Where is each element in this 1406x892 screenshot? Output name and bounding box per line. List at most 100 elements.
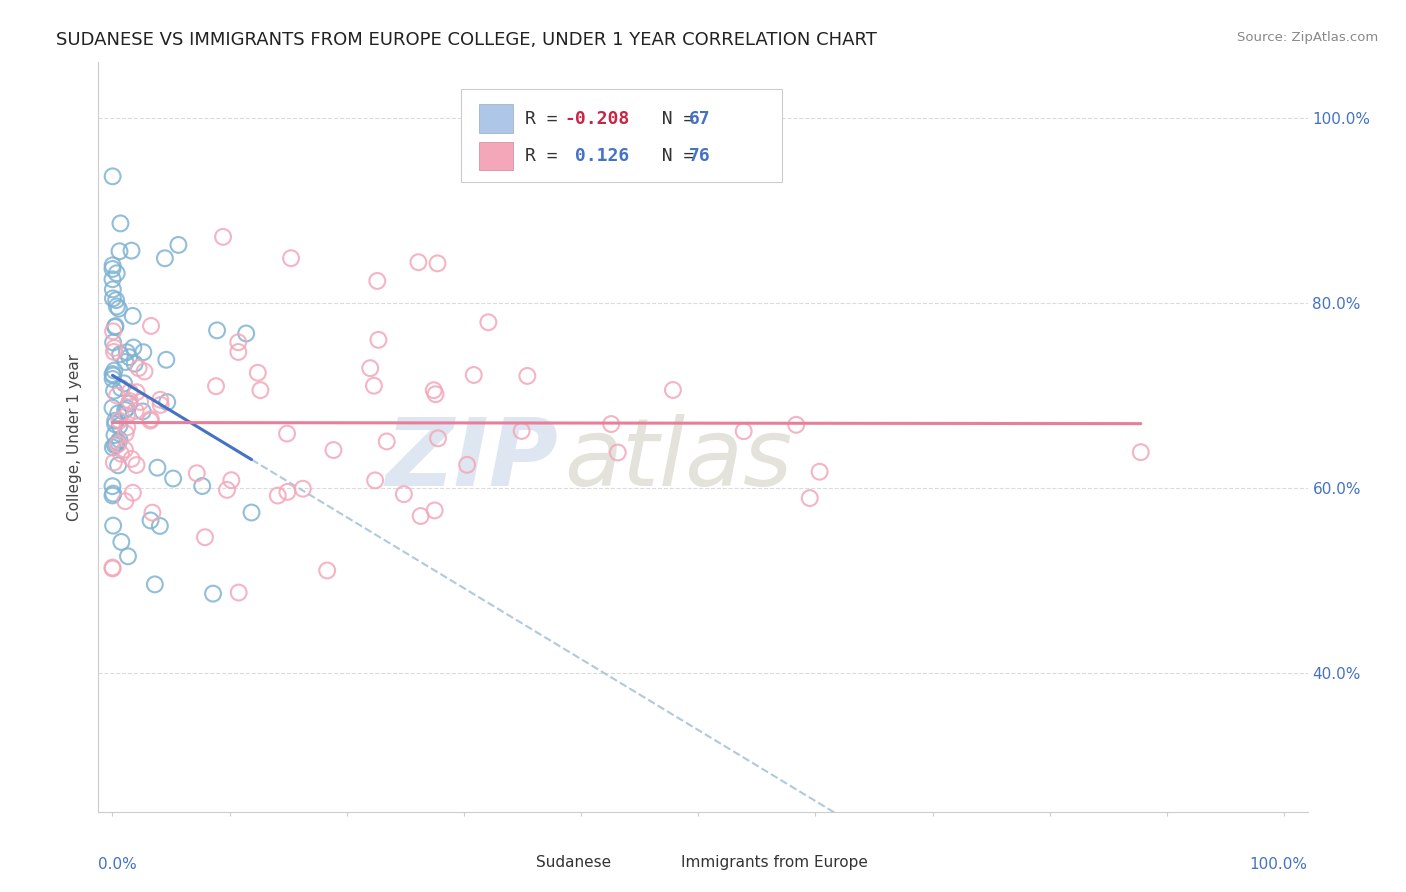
FancyBboxPatch shape xyxy=(461,88,782,182)
Point xyxy=(600,417,623,431)
Point xyxy=(110,381,132,395)
Point xyxy=(228,585,250,599)
Point xyxy=(141,506,163,520)
Point xyxy=(276,426,298,441)
Point xyxy=(121,244,143,258)
Point xyxy=(215,483,238,497)
Point xyxy=(108,244,131,259)
Point xyxy=(121,451,143,466)
Point xyxy=(110,216,132,230)
Point xyxy=(606,445,628,459)
Point xyxy=(267,489,290,503)
Point xyxy=(186,467,208,481)
Point xyxy=(153,252,176,266)
Point xyxy=(799,491,821,505)
Point xyxy=(226,335,249,350)
Point xyxy=(366,274,388,288)
Point xyxy=(423,503,446,517)
Point xyxy=(143,577,166,591)
Point xyxy=(202,586,225,600)
Point xyxy=(114,494,136,508)
Point xyxy=(114,442,136,457)
Point xyxy=(363,378,385,392)
Point xyxy=(194,530,217,544)
Point xyxy=(1129,445,1152,459)
Point xyxy=(105,293,128,307)
Point xyxy=(427,431,450,445)
Point xyxy=(105,438,128,452)
Point xyxy=(118,350,141,364)
Point xyxy=(423,383,446,397)
Text: SUDANESE VS IMMIGRANTS FROM EUROPE COLLEGE, UNDER 1 YEAR CORRELATION CHART: SUDANESE VS IMMIGRANTS FROM EUROPE COLLE… xyxy=(56,31,877,49)
Text: 0.126: 0.126 xyxy=(564,147,630,165)
Point xyxy=(101,282,124,296)
Point xyxy=(516,368,538,383)
Point xyxy=(118,396,141,410)
Text: 67: 67 xyxy=(689,110,710,128)
Text: R =: R = xyxy=(526,147,569,165)
Point xyxy=(409,508,432,523)
Text: ZIP: ZIP xyxy=(385,414,558,506)
Point xyxy=(392,487,415,501)
Point xyxy=(101,258,124,272)
Point xyxy=(101,292,124,306)
Point xyxy=(103,384,125,398)
Point xyxy=(105,266,128,280)
Point xyxy=(367,333,389,347)
Point xyxy=(156,395,179,409)
Point xyxy=(359,361,381,376)
Text: atlas: atlas xyxy=(564,414,792,505)
Text: Sudanese: Sudanese xyxy=(536,855,612,871)
Point xyxy=(103,363,125,377)
Text: 76: 76 xyxy=(689,147,710,165)
Point xyxy=(103,345,125,359)
Point xyxy=(114,426,136,441)
Point xyxy=(104,320,127,334)
Point xyxy=(149,519,172,533)
Point xyxy=(103,428,125,442)
Text: Source: ZipAtlas.com: Source: ZipAtlas.com xyxy=(1237,31,1378,45)
Bar xyxy=(479,104,513,133)
Point xyxy=(101,272,124,286)
Text: 0.0%: 0.0% xyxy=(98,856,138,871)
Point xyxy=(128,361,150,376)
Point xyxy=(117,549,139,564)
Point xyxy=(105,300,128,314)
Point xyxy=(221,473,243,487)
Point xyxy=(104,438,127,452)
Point xyxy=(107,437,129,451)
Point xyxy=(107,458,129,473)
Point xyxy=(375,434,398,449)
Point xyxy=(129,395,152,409)
Point xyxy=(280,251,302,265)
Point xyxy=(291,482,314,496)
Point xyxy=(108,347,131,361)
Text: R =: R = xyxy=(526,110,569,128)
Point xyxy=(122,485,145,500)
Point xyxy=(101,262,124,277)
Point xyxy=(108,433,131,447)
Point xyxy=(425,387,447,401)
Point xyxy=(733,424,755,438)
Point xyxy=(162,471,184,485)
Point xyxy=(112,376,135,391)
Point xyxy=(785,417,807,432)
Point xyxy=(134,364,156,378)
Point xyxy=(121,309,143,323)
Point xyxy=(246,366,269,380)
Point xyxy=(115,409,138,423)
Point xyxy=(426,256,449,270)
Point xyxy=(101,368,124,383)
Point xyxy=(408,255,430,269)
Point xyxy=(101,441,124,455)
Point xyxy=(115,345,138,359)
Text: 100.0%: 100.0% xyxy=(1250,856,1308,871)
Point xyxy=(122,341,145,355)
Point xyxy=(101,479,124,493)
Point xyxy=(808,465,831,479)
Bar xyxy=(648,855,675,878)
Point xyxy=(105,389,128,403)
Text: -0.208: -0.208 xyxy=(564,110,630,128)
Point xyxy=(191,479,214,493)
Point xyxy=(103,455,125,469)
